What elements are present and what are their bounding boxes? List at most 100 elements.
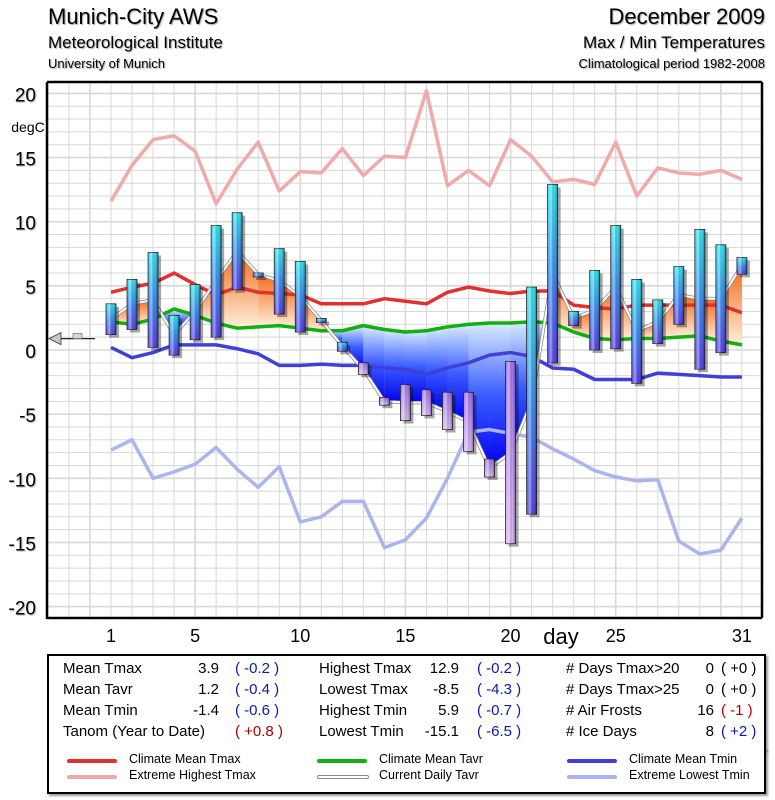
- extreme-highest-tmax-line: [109, 89, 743, 206]
- stat-label: Mean Tmin: [63, 702, 138, 719]
- bar-shine: [379, 397, 390, 406]
- chart-subtitle: Max / Min Temperatures: [582, 33, 765, 52]
- bar-shine: [526, 287, 537, 515]
- stat-value: 16: [697, 702, 714, 719]
- university-title: University of Munich: [48, 56, 166, 71]
- y-tick-label: 10: [15, 214, 36, 235]
- legend-swatch: [317, 775, 369, 779]
- bar-shine: [316, 318, 327, 323]
- stat-anomaly: ( -0.6 ): [235, 702, 280, 719]
- stat-label: Lowest Tmax: [319, 681, 408, 698]
- y-tick-label: -20: [9, 599, 36, 620]
- period-title: December 2009: [608, 4, 765, 29]
- stat-anomaly: ( -0.2 ): [477, 660, 522, 677]
- legend-label: Extreme Highest Tmax: [129, 768, 256, 782]
- grid: [47, 82, 762, 618]
- x-axis-label: day: [543, 624, 578, 649]
- y-tick-label: -15: [9, 534, 36, 555]
- y-tick-label: -10: [9, 470, 36, 491]
- bar-shine: [484, 459, 495, 478]
- stat-label: Mean Tavr: [63, 681, 133, 698]
- daily-bar-day-2: [126, 279, 141, 333]
- daily-bar-day-1: [105, 303, 119, 338]
- stat-label: # Days Tmax>20: [566, 660, 680, 677]
- daily-bar-day-13: [357, 362, 372, 378]
- bar-shine: [610, 225, 621, 349]
- legend-swatch: [317, 759, 367, 763]
- statistics-panel: Mean Tmax 3.9 ( -0.2 ) Mean Tavr 1.2 ( -0.4 )…: [47, 654, 766, 750]
- daily-bar-day-8: [252, 272, 267, 280]
- daily-bar-day-28: [673, 266, 687, 328]
- bar-shine: [274, 248, 285, 315]
- daily-bar-day-21: [526, 286, 540, 518]
- stat-value: -1.4: [193, 702, 219, 719]
- bar-shine: [148, 252, 159, 348]
- stat-anomaly: ( -0.7 ): [477, 702, 522, 719]
- legend-swatch: [567, 775, 617, 779]
- bar-shine: [715, 244, 726, 353]
- y-axis-label: degC: [11, 119, 44, 135]
- bar-shine: [106, 303, 116, 335]
- ytd-arrow-icon: [48, 331, 62, 346]
- climate-period: Climatological period 1982-2008: [578, 56, 765, 71]
- daily-bar-day-24: [589, 270, 603, 353]
- bar-shine: [589, 270, 600, 350]
- legend-label: Climate Mean Tmin: [629, 752, 738, 766]
- stat-value: 5.9: [438, 702, 459, 719]
- station-title: Munich-City AWS: [48, 4, 219, 29]
- stat-label: Tanom (Year to Date): [63, 723, 206, 740]
- daily-bar-day-10: [294, 261, 309, 336]
- x-tick-label: 15: [395, 626, 415, 646]
- bar-shine: [463, 392, 474, 452]
- stat-value: -8.5: [433, 681, 459, 698]
- stat-value: 3.9: [198, 660, 219, 677]
- extreme-lowest-tmin-line: [110, 427, 744, 556]
- x-tick-label: 10: [290, 626, 310, 646]
- bar-shine: [232, 212, 243, 290]
- cold-anomaly-area: [342, 325, 364, 370]
- daily-bar-day-14: [378, 397, 393, 409]
- daily-bar-day-5: [189, 284, 204, 343]
- daily-bar-day-26: [631, 279, 645, 387]
- daily-bar-day-25: [610, 225, 624, 352]
- stat-label: # Air Frosts: [566, 702, 642, 719]
- bar-shine: [442, 392, 453, 430]
- stat-anomaly: ( -4.3 ): [477, 681, 522, 698]
- bar-shine: [568, 311, 579, 326]
- daily-bar-day-6: [210, 225, 225, 341]
- y-tick-label: -5: [19, 406, 36, 427]
- stat-value: 12.9: [429, 660, 459, 677]
- y-tick-label: 15: [15, 150, 36, 171]
- bar-shine: [736, 257, 747, 275]
- bar-shine: [169, 315, 180, 356]
- x-tick-label: 25: [606, 626, 626, 646]
- institute-title: Meteorological Institute: [48, 33, 223, 52]
- bar-shine: [421, 389, 432, 416]
- daily-bar-day-7: [231, 212, 246, 293]
- legend-swatch: [567, 759, 617, 763]
- bar-shine: [673, 266, 684, 325]
- bar-shadow: [256, 275, 267, 280]
- bar-shine: [358, 362, 369, 375]
- daily-bar-day-20: [505, 361, 519, 547]
- legend-label: Climate Mean Tmax: [129, 752, 241, 766]
- x-tick-label: 20: [501, 626, 521, 646]
- bar-shine: [505, 361, 516, 544]
- daily-bar-day-15: [400, 384, 414, 424]
- bar-shine: [400, 384, 411, 421]
- ytd-marker-box: [72, 333, 83, 339]
- stat-anomaly: ( +0 ): [721, 660, 757, 677]
- bar-shine: [547, 184, 558, 363]
- bar-shine: [694, 229, 705, 370]
- legend-swatch: [67, 759, 117, 763]
- daily-bar-day-27: [652, 299, 666, 347]
- daily-bar-day-9: [273, 248, 288, 318]
- daily-bars: [105, 184, 750, 547]
- daily-bar-day-12: [336, 341, 351, 355]
- stat-label: Lowest Tmin: [319, 723, 404, 740]
- stat-anomaly: ( -6.5 ): [477, 723, 522, 740]
- bar-shadow: [319, 321, 330, 326]
- x-tick-label: 31: [732, 626, 752, 646]
- stat-anomaly: ( -0.4 ): [235, 681, 280, 698]
